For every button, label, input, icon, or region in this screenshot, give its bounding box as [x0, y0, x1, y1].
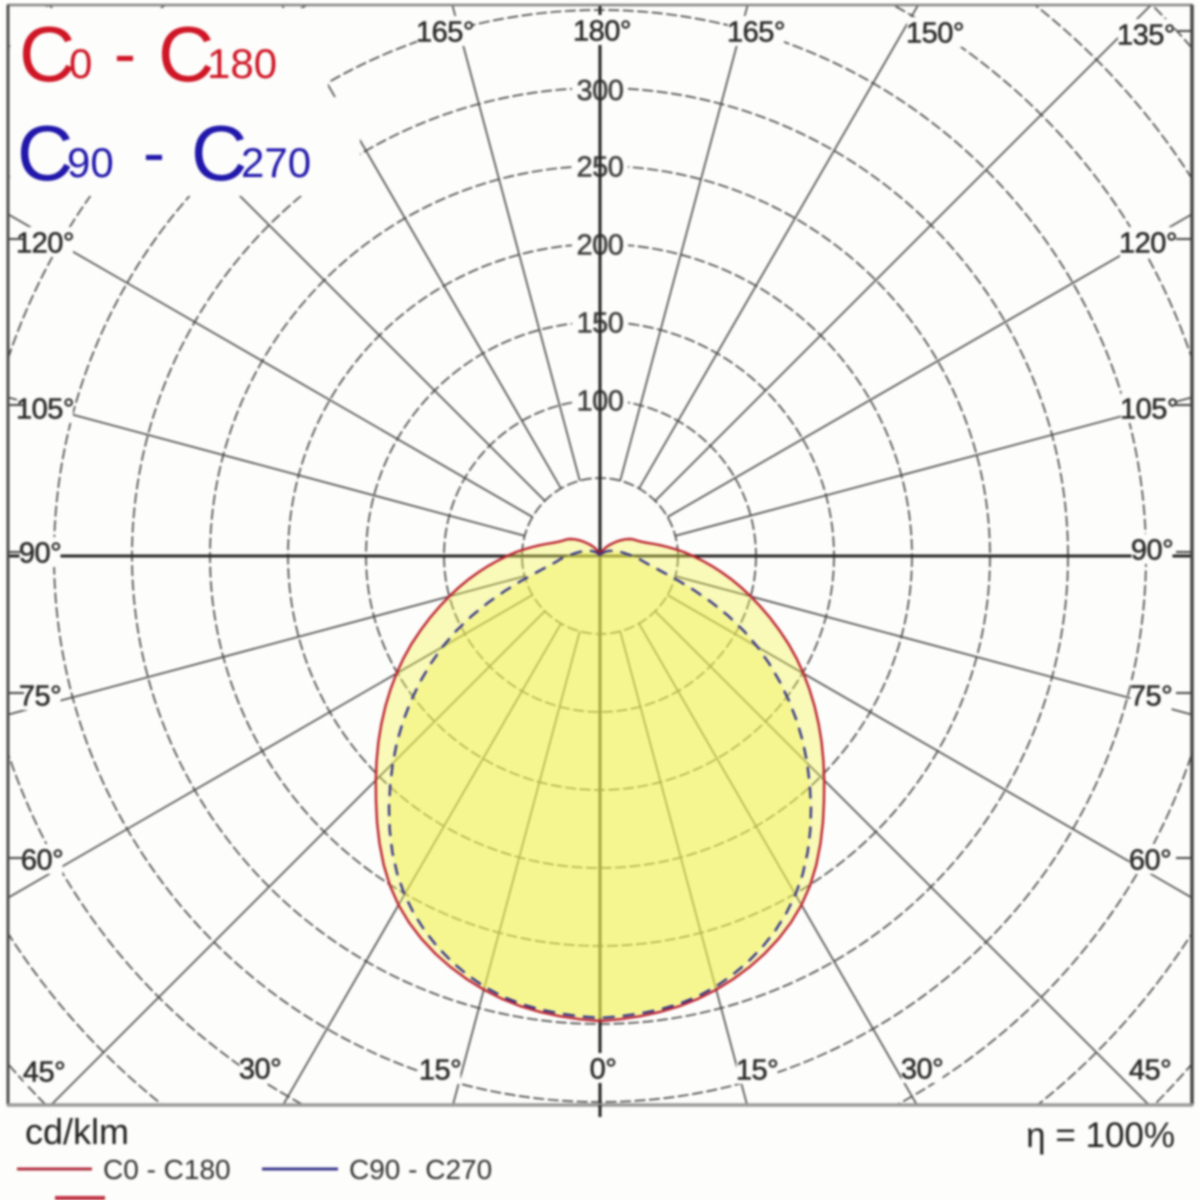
svg-text:-: -	[114, 16, 136, 90]
svg-text:15°: 15°	[736, 1055, 778, 1087]
svg-text:η = 100%: η = 100%	[1026, 1116, 1175, 1155]
svg-text:C90 - C270: C90 - C270	[349, 1154, 492, 1185]
svg-text:30°: 30°	[901, 1054, 943, 1086]
svg-text:C0 - C180: C0 - C180	[103, 1154, 231, 1185]
svg-text:C: C	[191, 109, 247, 197]
svg-text:90: 90	[67, 139, 114, 186]
svg-text:165°: 165°	[416, 17, 474, 49]
svg-text:90°: 90°	[19, 538, 61, 570]
svg-text:C: C	[19, 10, 75, 98]
svg-text:75°: 75°	[19, 681, 61, 713]
svg-text:120°: 120°	[1119, 228, 1177, 260]
svg-text:270: 270	[241, 139, 311, 186]
svg-text:60°: 60°	[21, 845, 63, 877]
svg-text:cd/klm: cd/klm	[25, 1111, 129, 1152]
svg-text:0°: 0°	[590, 1054, 617, 1086]
svg-text:75°: 75°	[1130, 681, 1172, 713]
svg-text:165°: 165°	[727, 17, 785, 49]
svg-text:150°: 150°	[906, 18, 964, 50]
svg-text:135°: 135°	[1117, 20, 1175, 52]
svg-text:105°: 105°	[16, 394, 74, 426]
svg-text:15°: 15°	[419, 1055, 461, 1087]
svg-text:180°: 180°	[573, 16, 631, 48]
svg-text:60°: 60°	[1129, 845, 1171, 877]
svg-text:-: -	[143, 115, 165, 189]
svg-text:45°: 45°	[1129, 1055, 1171, 1087]
svg-text:180: 180	[207, 40, 277, 87]
svg-text:105°: 105°	[1120, 394, 1178, 426]
svg-text:120°: 120°	[16, 228, 74, 260]
svg-text:45°: 45°	[23, 1057, 65, 1089]
svg-text:C: C	[17, 109, 73, 197]
svg-text:30°: 30°	[239, 1054, 281, 1086]
svg-text:C: C	[158, 10, 214, 98]
svg-text:0: 0	[69, 40, 92, 87]
svg-text:90°: 90°	[1131, 535, 1173, 567]
